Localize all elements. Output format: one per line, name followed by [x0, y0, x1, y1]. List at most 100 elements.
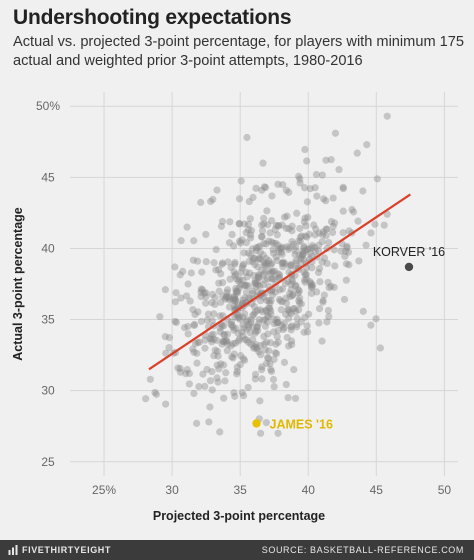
- highlighted-point: [404, 262, 414, 272]
- scatter-point: [252, 247, 260, 255]
- scatter-point: [238, 389, 246, 397]
- scatter-point: [280, 358, 289, 367]
- scatter-point: [189, 305, 197, 314]
- scatter-point: [261, 316, 269, 324]
- scatter-point: [197, 288, 205, 296]
- scatter-point: [272, 350, 281, 358]
- scatter-point: [234, 329, 242, 337]
- scatter-point: [247, 319, 255, 327]
- scatter-point: [250, 254, 258, 262]
- scatter-point: [225, 296, 234, 304]
- scatter-point: [239, 321, 247, 329]
- scatter-point: [241, 310, 249, 318]
- scatter-point: [191, 310, 199, 318]
- scatter-point: [273, 319, 281, 327]
- scatter-point: [292, 257, 300, 265]
- y-tick-label: 30: [41, 384, 55, 398]
- scatter-point: [244, 338, 253, 346]
- scatter-point: [206, 334, 214, 343]
- scatter-point: [342, 260, 351, 268]
- scatter-point: [295, 299, 304, 307]
- scatter-point: [210, 259, 218, 267]
- scatter-point: [297, 259, 305, 267]
- scatter-point: [345, 261, 353, 269]
- scatter-point: [231, 392, 239, 400]
- scatter-point: [171, 317, 179, 325]
- scatter-point: [367, 229, 375, 237]
- scatter-point: [269, 268, 277, 276]
- scatter-point: [208, 317, 216, 325]
- scatter-point: [215, 365, 223, 373]
- scatter-point: [252, 184, 260, 192]
- scatter-point: [222, 369, 230, 377]
- scatter-point: [273, 231, 281, 239]
- scatter-point: [230, 350, 238, 358]
- scatter-point: [330, 246, 338, 254]
- scatter-point: [232, 324, 240, 333]
- scatter-point: [303, 322, 311, 330]
- scatter-point: [266, 229, 274, 237]
- scatter-point: [270, 355, 278, 364]
- scatter-point: [208, 290, 217, 298]
- scatter-point: [195, 382, 203, 391]
- scatter-point: [260, 261, 268, 269]
- scatter-point: [230, 293, 239, 302]
- scatter-point: [171, 298, 179, 306]
- scatter-point: [190, 348, 198, 356]
- scatter-point: [304, 245, 313, 253]
- scatter-point: [337, 247, 345, 255]
- scatter-point: [260, 220, 268, 228]
- scatter-point: [197, 293, 205, 301]
- scatter-point: [264, 312, 272, 320]
- scatter-point: [295, 297, 303, 305]
- y-tick-label: 50%: [36, 99, 60, 113]
- scatter-point: [255, 319, 263, 327]
- scatter-point: [302, 222, 310, 230]
- scatter-point: [242, 336, 251, 344]
- scatter-point: [261, 276, 269, 284]
- scatter-point: [330, 219, 339, 227]
- scatter-point: [288, 238, 296, 246]
- scatter-point: [218, 260, 226, 268]
- scatter-point: [237, 352, 245, 360]
- scatter-point: [225, 239, 234, 247]
- scatter-point: [230, 242, 238, 250]
- scatter-point: [274, 326, 282, 335]
- scatter-point: [219, 337, 227, 345]
- scatter-point: [262, 240, 270, 248]
- scatter-point: [213, 374, 221, 382]
- scatter-point: [274, 318, 282, 327]
- scatter-point: [187, 269, 195, 277]
- scatter-point: [320, 254, 329, 262]
- scatter-point: [252, 282, 260, 291]
- scatter-point: [259, 251, 267, 259]
- scatter-point: [324, 278, 332, 286]
- scatter-point: [297, 232, 306, 240]
- scatter-point: [260, 332, 268, 341]
- scatter-point: [220, 331, 228, 339]
- scatter-point: [274, 180, 282, 188]
- scatter-point: [300, 242, 308, 251]
- scatter-point: [254, 271, 263, 279]
- scatter-point: [283, 212, 291, 220]
- scatter-point: [315, 319, 323, 327]
- scatter-point: [189, 256, 197, 264]
- scatter-point: [315, 241, 323, 249]
- scatter-point: [193, 349, 201, 357]
- scatter-point: [277, 248, 286, 256]
- scatter-point: [254, 263, 262, 271]
- scatter-point: [266, 307, 275, 315]
- scatter-point: [247, 234, 255, 242]
- scatter-point: [264, 221, 272, 229]
- scatter-point: [230, 302, 239, 311]
- scatter-point: [208, 338, 216, 346]
- scatter-point: [221, 295, 229, 303]
- scatter-point: [221, 337, 229, 346]
- scatter-point: [273, 315, 281, 323]
- scatter-point: [234, 301, 243, 309]
- scatter-point: [190, 237, 198, 245]
- scatter-point: [214, 352, 222, 360]
- scatter-point: [223, 288, 231, 297]
- scatter-point: [240, 324, 248, 332]
- scatter-point: [254, 274, 262, 282]
